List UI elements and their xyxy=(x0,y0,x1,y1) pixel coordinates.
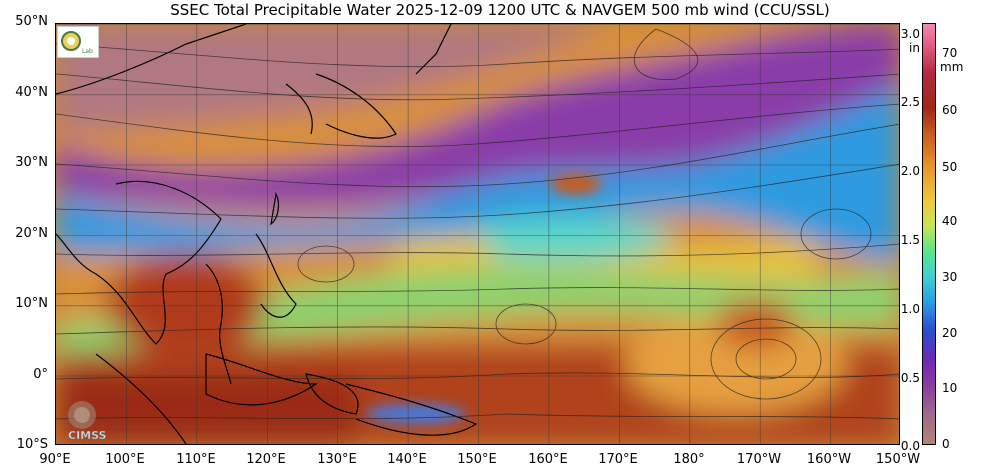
lon-label: 130°E xyxy=(317,452,357,467)
lon-label: 170°E xyxy=(598,452,638,467)
colorbar-in-tick: 2.0 xyxy=(900,164,920,178)
colorbar-mm-tick: 10 xyxy=(942,381,958,395)
colorbar-mm-tick: 70 xyxy=(942,46,958,60)
lon-label: 160°W xyxy=(806,452,852,467)
lat-label: 10°N xyxy=(15,296,48,311)
colorbar-mm-tick: 50 xyxy=(942,160,958,174)
lat-label: 0° xyxy=(33,367,48,382)
lon-label: 90°E xyxy=(39,452,71,467)
colorbar-mm-tick: 60 xyxy=(942,103,958,117)
colorbar-mm-tick: 0 xyxy=(942,437,950,451)
lat-label: 10°S xyxy=(16,437,48,452)
cimss-logo-text: CIMSS xyxy=(68,429,107,442)
lon-label: 110°E xyxy=(176,452,216,467)
lon-label: 140°E xyxy=(387,452,427,467)
map-title: SSEC Total Precipitable Water 2025-12-09… xyxy=(170,1,830,19)
colorbar-in-unit: in xyxy=(909,41,920,55)
lat-label: 20°N xyxy=(15,226,48,241)
tpw-map xyxy=(55,23,900,445)
lon-label: 170°W xyxy=(736,452,782,467)
colorbar-in-tick: 3.0 xyxy=(900,27,920,41)
graticule xyxy=(56,24,899,444)
cimss-logo: CIMSS xyxy=(60,395,135,443)
lon-label: 100°E xyxy=(105,452,145,467)
colorbar-in-tick: 0.0 xyxy=(900,439,920,453)
wind-streamlines xyxy=(56,28,899,420)
svg-text:Lab: Lab xyxy=(82,48,93,55)
lat-label: 30°N xyxy=(15,155,48,170)
colorbar-mm-unit: mm xyxy=(940,60,964,74)
colorbar-in-tick: 2.5 xyxy=(900,95,920,109)
colorbar-in-tick: 1.0 xyxy=(900,302,920,316)
colorbar xyxy=(922,23,936,445)
lon-label: 150°W xyxy=(875,452,921,467)
lat-label: 40°N xyxy=(15,85,48,100)
tpw-field xyxy=(56,24,899,444)
colorbar-mm-tick: 30 xyxy=(942,270,958,284)
colorbar-in-tick: 0.5 xyxy=(900,371,920,385)
lon-label: 150°E xyxy=(457,452,497,467)
lon-label: 180° xyxy=(673,452,705,467)
logo-emblem: Lab xyxy=(57,26,99,58)
colorbar-mm-tick: 40 xyxy=(942,214,958,228)
colorbar-in-tick: 1.5 xyxy=(900,233,920,247)
lat-label: 50°N xyxy=(15,14,48,29)
lon-label: 120°E xyxy=(246,452,286,467)
colorbar-mm-tick: 20 xyxy=(942,326,958,340)
lon-label: 160°E xyxy=(528,452,568,467)
